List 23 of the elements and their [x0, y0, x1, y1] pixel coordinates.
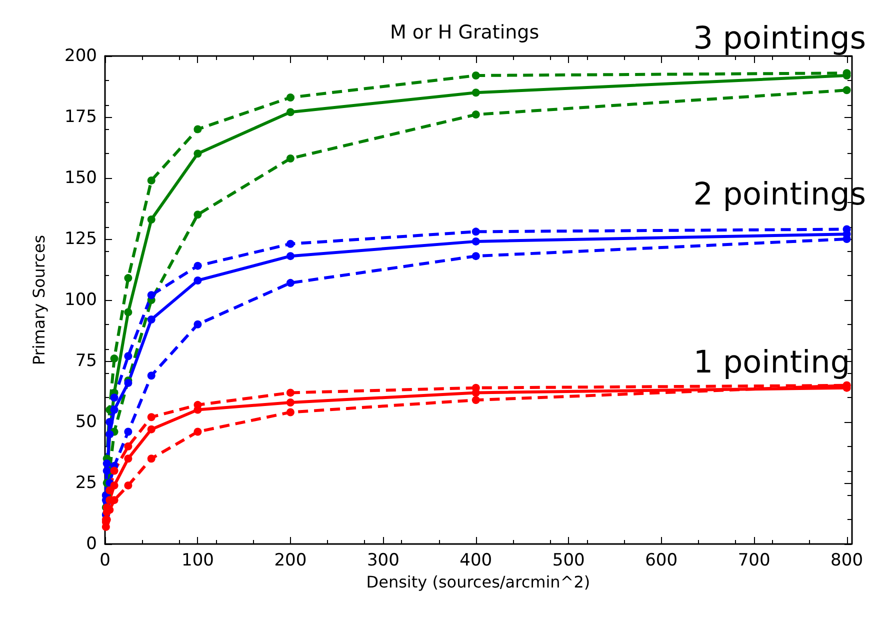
x-axis-title: Density (sources/arcmin^2) — [366, 572, 590, 592]
y-tick-label: 75 — [75, 351, 97, 371]
y-tick-label: 125 — [64, 229, 97, 249]
chart-title: M or H Gratings — [390, 22, 540, 44]
annotation: 3 pointings — [693, 20, 866, 56]
y-tick-label: 150 — [64, 168, 97, 188]
x-tick-label: 100 — [181, 550, 214, 570]
y-tick-label: 100 — [64, 290, 97, 310]
y-tick-label: 50 — [75, 412, 97, 432]
y-tick-label: 0 — [86, 534, 97, 554]
y-tick-label: 175 — [64, 107, 97, 127]
x-tick-label: 700 — [738, 550, 770, 570]
x-tick-label: 0 — [100, 550, 110, 570]
y-axis-title: Primary Sources — [30, 234, 48, 366]
y-tick-label: 25 — [75, 473, 97, 493]
x-tick-label: 400 — [460, 550, 492, 570]
annotation: 1 pointing — [693, 344, 850, 380]
x-tick-label: 800 — [830, 550, 864, 570]
x-tick-label: 600 — [645, 550, 678, 570]
x-tick-label: 300 — [366, 550, 400, 570]
y-tick-label: 200 — [64, 46, 97, 66]
x-tick-label: 200 — [274, 550, 307, 570]
x-tick-label: 500 — [552, 550, 585, 570]
